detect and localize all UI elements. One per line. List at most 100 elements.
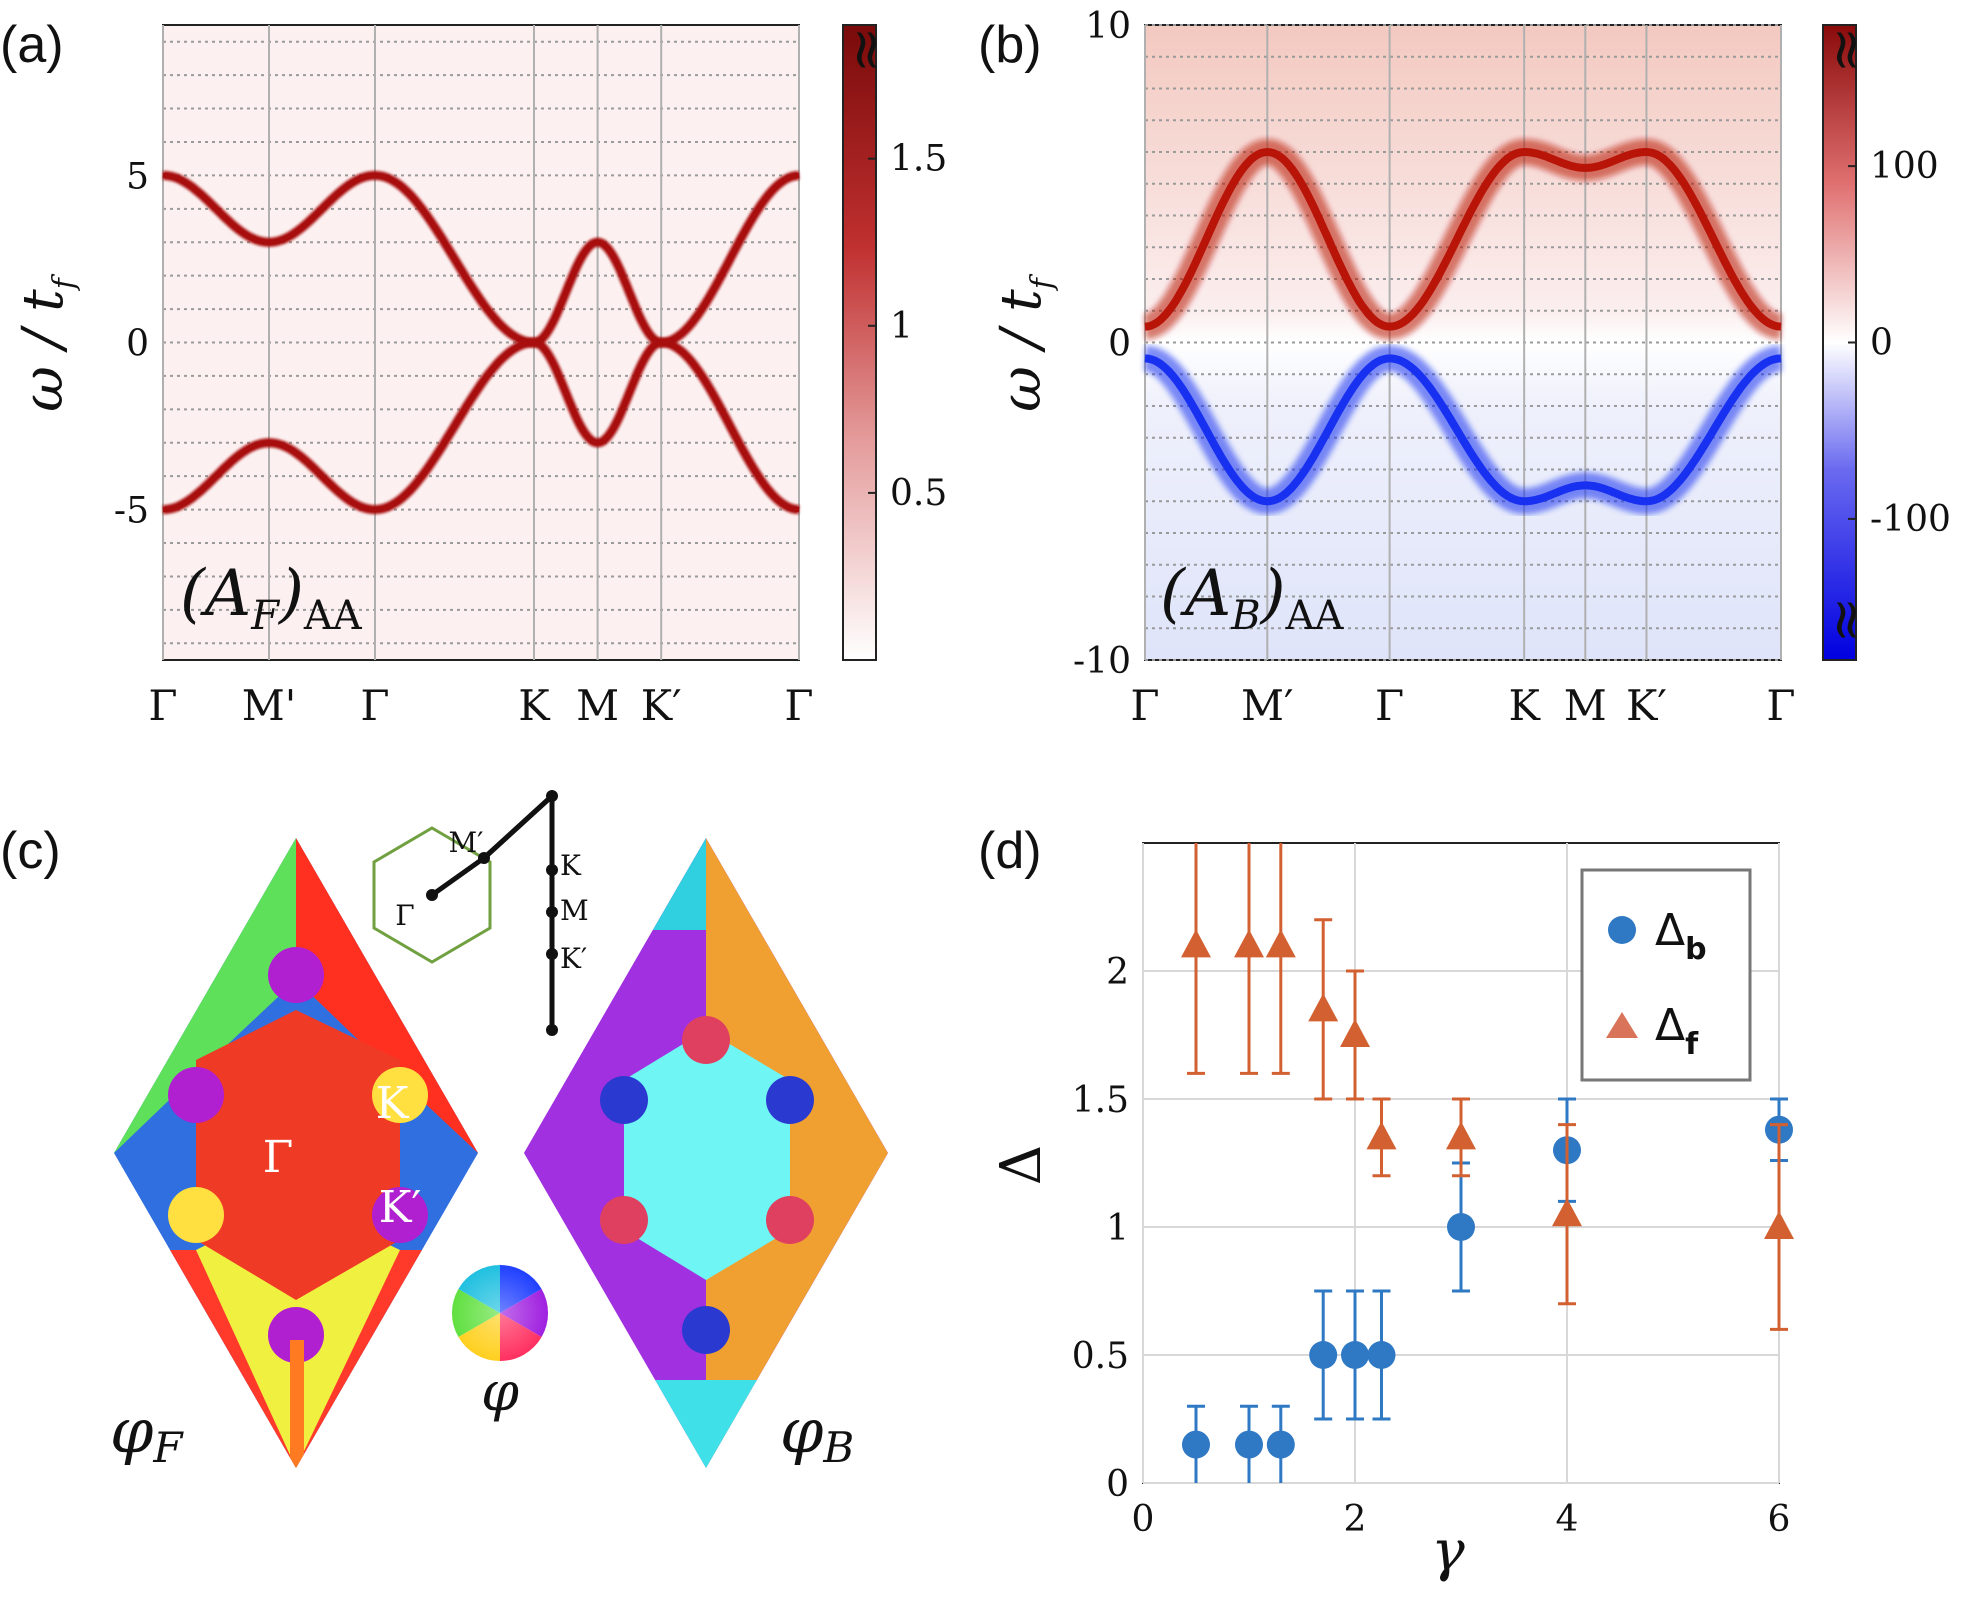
y-tick-label: 0 [1108,324,1131,365]
data-point [1764,1211,1794,1239]
band-upper [1144,147,1782,331]
data-point [1341,1341,1369,1369]
data-point [1552,1198,1582,1227]
colorbar-tick-label: 0 [1870,323,1893,364]
panel-a-colorbar-break: ≈ [835,27,900,74]
panel-b-y-ticks: 10 0 -10 [1073,6,1131,682]
panel-d: (d) 0 0.5 1 1.5 2 0 2 4 6 γ Δ Δb Δf [978,822,1794,1584]
series-delta-f [1181,843,1794,1331]
legend-label-delta-f: Δf [1655,1000,1699,1062]
bz-label-kprime: K′ [560,942,587,975]
bz-label-m: M [560,894,589,927]
y-tick-label: 5 [126,156,149,197]
x-tick-label: Γ [360,681,389,730]
y-tick-label: 2 [1106,952,1129,993]
x-tick-label: Γ [1766,681,1795,730]
data-point [1181,929,1211,958]
panel-a: (a) 5 0 -5 Γ M' Γ K M K′ Γ ω / tf (AF)AA ≈ 1.5 1 0… [0,16,947,730]
panel-a-colorbar [842,24,877,661]
data-point [1340,1019,1370,1047]
bz-label-k: K [560,849,582,882]
panel-a-label: (a) [0,16,64,74]
phase-map-b [524,838,888,1468]
y-tick-label: 0.5 [1072,1336,1129,1377]
panel-b-grid [1144,24,1782,661]
x-tick-label: Γ [1375,681,1404,730]
x-tick-label: 0 [1132,1499,1155,1540]
panel-b-colorbar-ticks: 100 0 -100 [1848,146,1951,540]
panel-b-colorbar-break-bottom: ≈ [1815,597,1880,644]
data-point [1308,993,1339,1022]
colorbar-tick-label: -100 [1870,499,1951,540]
panel-d-label: (d) [978,822,1042,880]
data-point [1446,1121,1476,1150]
data-point [1234,929,1264,958]
y-tick-label: 0 [1106,1464,1129,1505]
data-point [1309,1341,1338,1369]
panel-d-y-ticks: 0 0.5 1 1.5 2 [1072,952,1129,1505]
y-tick-label: 1.5 [1072,1080,1129,1121]
data-point [1182,1430,1210,1459]
panel-c-label: (c) [0,822,61,880]
colorbar-tick-label: 1 [890,306,913,347]
phase-map-f-gamma-label: Γ [263,1132,294,1183]
x-tick-label: M' [242,681,297,730]
panel-a-bands [162,170,800,515]
panel-d-xlabel: γ [1431,1519,1465,1584]
data-point [1367,1341,1396,1369]
x-tick-label: K [1508,681,1541,730]
x-tick-label: Γ [148,681,177,730]
x-tick-label: K′ [641,681,682,730]
panel-c: (c) Γ K K′ [0,790,888,1472]
panel-b-label: (b) [978,16,1042,74]
y-tick-label: -10 [1073,641,1131,682]
panel-a-ylabel: ω / tf [11,273,82,412]
x-tick-label: 6 [1768,1499,1791,1540]
phase-map-f-kprime-label: K′ [379,1182,422,1233]
x-tick-label: 4 [1556,1499,1579,1540]
panel-b-overlay-label: (AB)AA [1160,557,1344,639]
data-point [1265,929,1296,958]
panel-a-colorbar-ticks: 1.5 1 0.5 [868,139,947,514]
phase-color-wheel: φ [451,1265,549,1423]
colorbar-tick-label: 1.5 [890,139,947,180]
x-tick-label: M [1564,681,1607,730]
data-point [1266,1430,1295,1459]
panel-b-bands [1144,138,1782,515]
y-tick-label: 0 [126,324,149,365]
x-tick-label: M [576,681,619,730]
panel-d-legend-box [1580,868,1752,1082]
panel-b: (b) 100-10 Γ M′ Γ K M K′ Γ ω / tf (AB)AA ≈ ≈ 1… [978,6,1951,730]
panel-a-overlay-label: (AF)AA [180,557,363,639]
panel-a-y-ticks: 5 0 -5 [114,156,149,531]
bz-label-mprime: M′ [448,826,483,859]
data-point [1366,1121,1397,1150]
y-tick-label: 10 [1085,6,1131,47]
x-tick-label: Γ [1130,681,1159,730]
x-tick-label: K [518,681,551,730]
legend-label-delta-b: Δb [1655,905,1707,967]
phase-map-f-label: φF [110,1394,184,1472]
y-tick-label: 1 [1106,1208,1129,1249]
panel-a-x-ticks: Γ M' Γ K M K′ Γ [148,681,813,730]
y-tick-label: -5 [114,491,149,532]
bz-hexagon [372,826,492,964]
data-point [1447,1213,1475,1241]
phase-color-wheel-label: φ [481,1360,519,1423]
panel-d-legend: Δb Δf [1580,868,1752,1082]
x-tick-label: 2 [1344,1499,1367,1540]
bz-label-gamma: Γ [395,899,414,932]
legend-marker-delta-f [1606,1012,1638,1038]
band-lower [162,339,800,513]
panel-a-grid [162,25,800,660]
data-point [1235,1430,1263,1459]
bz-inset: M′ K M K′ Γ [372,790,589,1036]
phase-map-b-label: φB [780,1394,854,1472]
legend-marker-delta-b [1608,916,1636,944]
band-lower [1144,354,1782,506]
panel-b-ylabel: ω / tf [989,273,1060,412]
panel-d-x-ticks: 0 2 4 6 [1132,1499,1791,1540]
panel-b-x-ticks: Γ M′ Γ K M K′ Γ [1130,681,1795,730]
panel-b-colorbar-break-top: ≈ [1815,27,1880,74]
